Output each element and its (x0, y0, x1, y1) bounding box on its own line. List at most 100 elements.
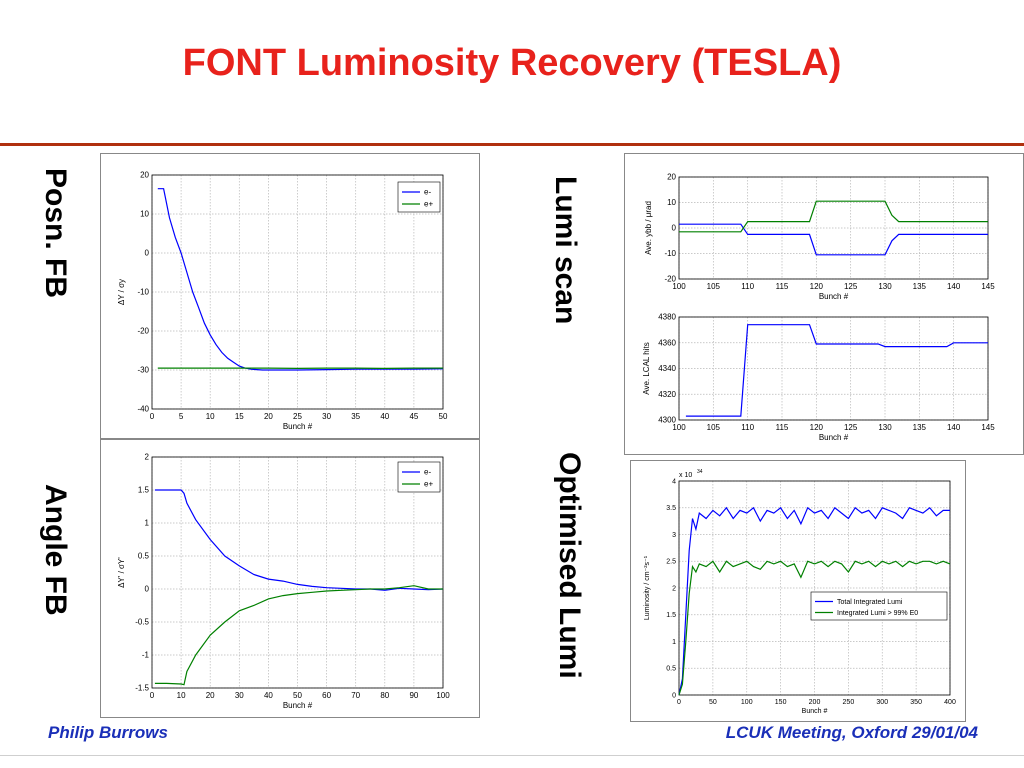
posn-ytick-label: -40 (137, 405, 149, 414)
angle-ylabel: ΔY' / σY' (117, 557, 126, 588)
angle-legend: e-e+ (397, 461, 441, 493)
angle-series-1-line (154, 585, 443, 686)
lumiscan_lcal-xtick-label: 125 (844, 423, 858, 432)
lumiscan_angle-axes-frame (678, 176, 989, 280)
optimised-ytick-label: 2.5 (666, 559, 676, 566)
optimised-ytick-label: 0 (672, 692, 676, 699)
lumiscan-chart: 100 105 110 115 120 125 130 135 140 14520100-10-2… (642, 173, 995, 442)
posn-ylabel: ΔY / σy (117, 279, 126, 305)
lumiscan-panel: 100 105 110 115 120 125 130 135 140 145 20 10 0 -10 -2… (624, 153, 1024, 455)
lumiscan_lcal-plot: 100 105 110 115 120 125 130 135 140 145 4380 4360 43… (642, 313, 995, 442)
posn-xlabel: Bunch # (283, 422, 313, 431)
posn-xtick-label: 0 (150, 412, 155, 421)
optimised-xtick-label: 100 (741, 699, 753, 706)
posn-xtick-label: 25 (293, 412, 302, 421)
angle-xtick-label: 40 (264, 691, 273, 700)
optimised-xtick-label: 250 (843, 699, 855, 706)
lumiscan_lcal-ytick-label: 4320 (658, 390, 676, 399)
angle-series-0-line (154, 489, 444, 591)
posn-legend-box (397, 181, 441, 213)
lumiscan_lcal-ytick-label: 4360 (658, 338, 676, 347)
lumiscan_angle-xtick-label: 100 (672, 282, 686, 291)
posn-xtick-label: 30 (322, 412, 331, 421)
optimised-xtick-label: 300 (876, 699, 888, 706)
angle-ytick-label: 0.5 (138, 552, 150, 561)
lumiscan_angle-xtick-label: 135 (913, 282, 927, 291)
lumiscan_angle-xtick-label: 120 (810, 282, 824, 291)
optimised-ytick-label: 0.5 (666, 666, 676, 673)
lumiscan_lcal-axes-frame (678, 316, 989, 421)
optimised-series-0-line (678, 506, 950, 696)
angle-xtick-label: 20 (206, 691, 215, 700)
optimised-ytick-label: 1 (672, 639, 676, 646)
page-title: FONT Luminosity Recovery (TESLA) (182, 42, 842, 84)
optimised-xlabel: Bunch # (802, 708, 828, 715)
posn-legend: e-e+ (397, 181, 441, 213)
lumiscan_angle-ytick-label: 20 (667, 173, 676, 182)
posn-panel: 0 5 10 15 20 25 30 35 40 45 50 20 10 0 -10 -20 -30 -40 Bun… (100, 153, 480, 439)
posn-plot: 0 5 10 15 20 25 30 35 40 45 50 20 10 0 -10 -20 -30 -40 Bun… (117, 171, 448, 431)
lumiscan_lcal-ytick-label: 4380 (658, 313, 676, 322)
angle-xlabel: Bunch # (283, 701, 313, 710)
angle-axes-frame (151, 456, 444, 689)
optimised-xtick-label: 400 (944, 699, 956, 706)
posn-fb-label: Posn. FB (39, 168, 72, 299)
posn-ytick-label: -30 (137, 366, 149, 375)
optimised-legend: Total Integrated Lumi Integrated Lumi > 9… (810, 591, 948, 621)
lumiscan_lcal-xlabel: Bunch # (819, 433, 849, 442)
posn-series-0-line (157, 188, 444, 371)
lumiscan_angle-xtick-label: 110 (741, 282, 754, 291)
optimised-ytick-label: 3.5 (666, 505, 676, 512)
bottom-divider (0, 755, 1024, 756)
posn-xtick-label: 50 (439, 412, 448, 421)
angle-ytick-label: -1.5 (135, 684, 149, 693)
angle-ytick-label: 0 (145, 585, 150, 594)
angle-xtick-label: 50 (293, 691, 302, 700)
posn-xtick-label: 20 (264, 412, 273, 421)
lumi-scan-label: Lumi scan (549, 176, 582, 325)
posn-xtick-label: 45 (409, 412, 418, 421)
posn-xtick-label: 15 (235, 412, 244, 421)
angle-xtick-label: 10 (177, 691, 186, 700)
lumiscan_angle-xtick-label: 105 (707, 282, 721, 291)
posn-axes-frame (151, 174, 444, 410)
lumiscan_angle-xtick-label: 125 (844, 282, 858, 291)
lumiscan_angle-ytick-label: -10 (664, 249, 676, 258)
title-divider (0, 143, 1024, 146)
lumiscan_lcal-series-0-line (685, 324, 988, 417)
posn-chart: 0 5 10 15 20 25 30 35 40 45 50 20 10 0 -10 -20 -30 -40 Bun… (117, 171, 448, 431)
optimised-scale-label: x 10 (679, 472, 692, 479)
optimised-panel: 0 50 100 150 200 250 300 350 400 4 3.5 3 2.5 2 1.5 1 0.5… (630, 460, 966, 722)
optimised-legend-box (810, 591, 948, 621)
lumiscan_lcal-ytick-label: 4340 (658, 364, 676, 373)
lumiscan_lcal-xtick-label: 140 (947, 423, 961, 432)
optimised-ytick-label: 2 (672, 585, 676, 592)
lumiscan_lcal-ylabel: Ave. LCAL hits (642, 342, 651, 394)
optimised-ylabel: Luminosity / cm⁻²s⁻¹ (644, 555, 651, 620)
posn-ytick-label: -20 (137, 327, 149, 336)
lumiscan_lcal-xtick-label: 130 (878, 423, 892, 432)
optimised-xtick-label: 50 (709, 699, 717, 706)
lumiscan_angle-ylabel: Ave. ybb / μrad (644, 201, 653, 255)
angle-legend-box (397, 461, 441, 493)
posn-legend-label: e- (424, 188, 431, 197)
angle-ytick-label: 1 (145, 519, 150, 528)
lumiscan_lcal-xtick-label: 115 (776, 423, 789, 432)
lumiscan_angle-series-1-line (679, 200, 988, 233)
optimised-xtick-label: 0 (677, 699, 681, 706)
angle-legend-label: e+ (424, 480, 433, 489)
posn-xtick-label: 35 (351, 412, 360, 421)
angle-xtick-label: 100 (436, 691, 450, 700)
lumiscan_angle-xtick-label: 130 (878, 282, 892, 291)
angle-chart: 0 10 20 30 40 50 60 70 80 90 100 2 1.5 1 0.5 0 -0.5 -1 -1.… (117, 453, 450, 710)
angle-xtick-label: 60 (322, 691, 331, 700)
optimised-xtick-label: 200 (809, 699, 821, 706)
angle-xtick-label: 90 (409, 691, 418, 700)
optimised-scale-exponent: 34 (697, 469, 703, 475)
posn-legend-label: e+ (424, 200, 433, 209)
optimised-legend-label: Integrated Lumi > 99% E0 (837, 610, 918, 617)
angle-ytick-label: -0.5 (135, 618, 149, 627)
lumiscan_angle-xtick-label: 115 (776, 282, 789, 291)
angle-legend-label: e- (424, 468, 431, 477)
lumiscan_angle-xtick-label: 140 (947, 282, 961, 291)
